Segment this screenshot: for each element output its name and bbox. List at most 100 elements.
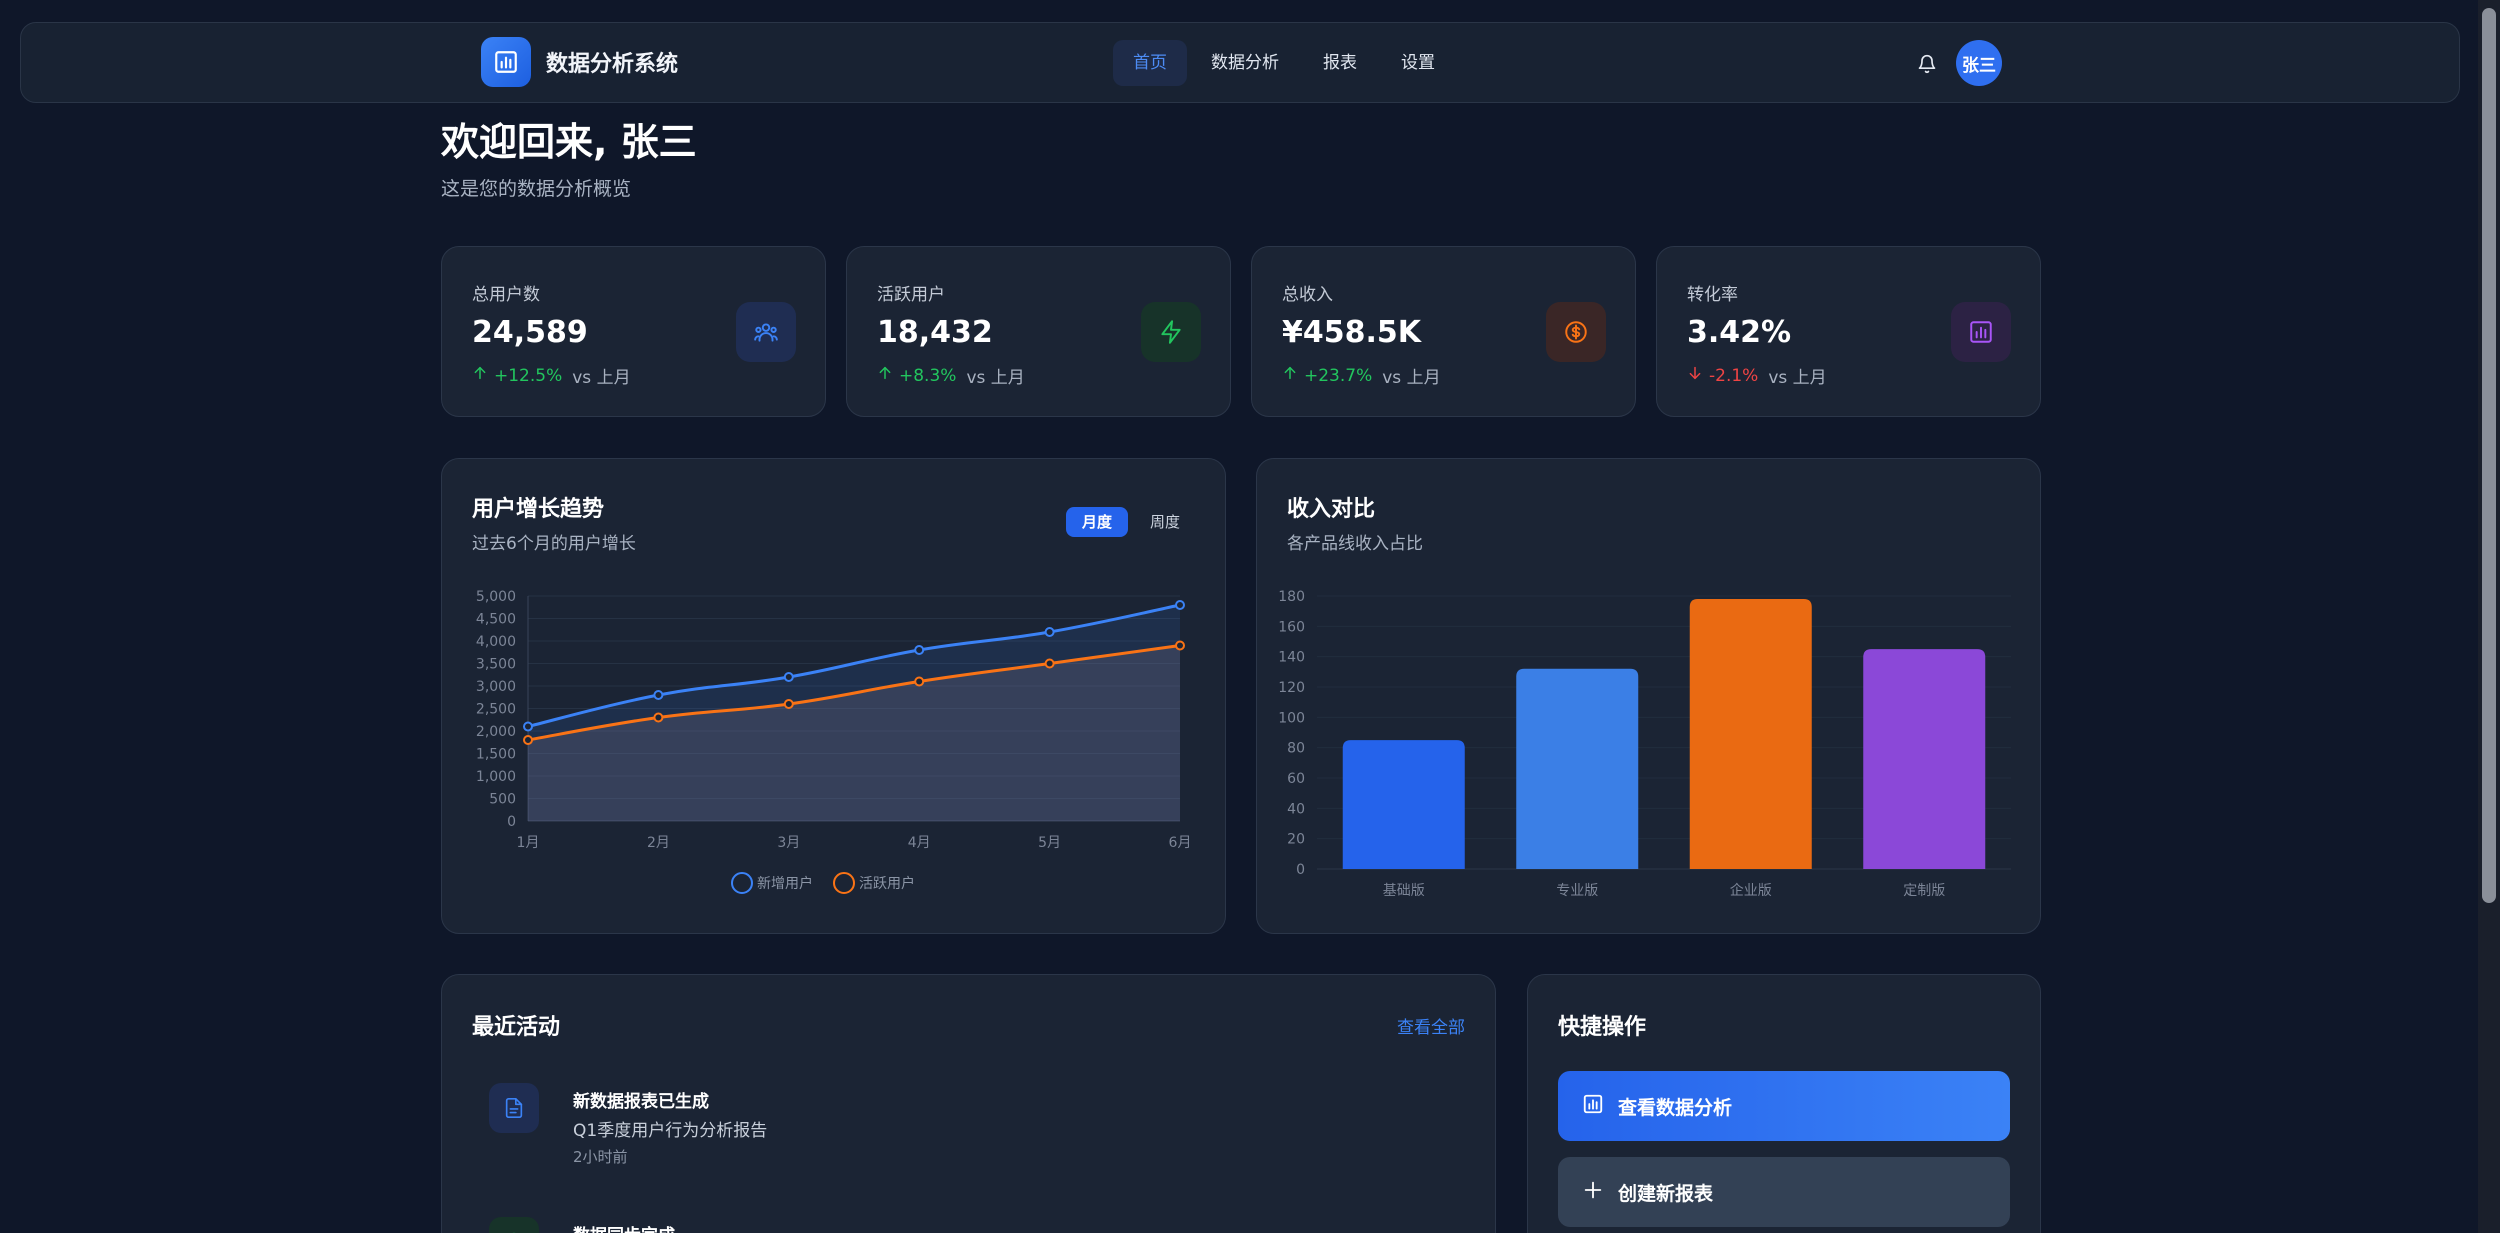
bar-chart-logo-icon [481,37,531,87]
scrollbar-thumb[interactable] [2482,8,2496,903]
bar [1863,649,1986,869]
page-scrollbar[interactable] [2478,0,2500,1233]
series-line [527,603,1181,728]
data-point [1175,600,1185,610]
brand[interactable]: 数据分析系统 [481,37,678,87]
stat-compare: vs 上月 [1768,368,1827,388]
stat-card-total-users: 总用户数 24,589 +12.5% vs 上月 [441,246,826,417]
stat-card-conversion: 转化率 3.42% -2.1% vs 上月 [1656,246,2041,417]
data-point [523,735,533,745]
data-point [914,676,925,687]
main-nav: 首页 数据分析 报表 设置 [1113,40,1459,86]
brand-name: 数据分析系统 [546,52,679,77]
data-point [783,699,794,709]
x-tick-label: 定制版 [1903,883,1945,899]
data-point [1044,627,1055,637]
nav-item-analysis[interactable]: 数据分析 [1211,53,1279,73]
y-tick-label: 2,000 [476,724,516,740]
plus-icon [1582,1179,1604,1206]
y-tick-label: 1,500 [476,747,516,763]
revenue-bar-chart: 0 20 40 60 80 100 120 140 160 180 基础版 专业版 企业版 定制版 [1278,589,2011,899]
welcome-section: 欢迎回来, 张三 这是您的数据分析概览 [441,118,697,201]
revenue-compare-card: 收入对比 各产品线收入占比 0 20 40 60 80 100 120 140 160 180 基础… [1256,458,2041,934]
stat-label: 转化率 [1687,285,1738,305]
y-tick-label: 2,500 [476,702,516,718]
bar-chart-icon [1582,1093,1604,1120]
quick-actions-card: 快捷操作 查看数据分析 创建新报表 [1527,974,2041,1233]
stat-card-revenue: 总收入 ¥458.5K +23.7% vs 上月 [1251,246,1636,417]
stat-trend: +12.5% vs 上月 [472,363,631,388]
y-tick-label: 3,500 [476,657,516,673]
series-area [528,645,1180,821]
nav-item-reports[interactable]: 报表 [1323,53,1357,73]
stat-value: 18,432 [877,315,993,350]
activity-item[interactable]: 数据同步完成 [489,1217,1389,1233]
create-report-button[interactable]: 创建新报表 [1558,1157,2010,1227]
x-tick-label: 1月 [517,835,540,851]
dollar-coin-icon [1546,302,1606,362]
document-icon [489,1083,539,1133]
stat-compare: vs 上月 [572,368,631,388]
card-subtitle: 各产品线收入占比 [1287,534,1423,554]
toggle-monthly[interactable]: 月度 [1066,507,1129,537]
stat-trend: +8.3% vs 上月 [877,363,1025,388]
legend-label: 新增用户 [757,875,813,892]
bar-chart-icon [1951,302,2011,362]
user-growth-line-chart: 0 500 1,000 1,500 2,000 2,500 3,000 3,500 4,000 4… [476,589,1191,894]
series-line [527,644,1181,742]
y-tick-label: 0 [1296,862,1305,878]
data-point [653,690,664,700]
button-label: 查看数据分析 [1618,1096,1733,1119]
x-tick-label: 企业版 [1730,882,1772,899]
stat-value: ¥458.5K [1282,315,1422,350]
legend-label: 活跃用户 [859,875,915,892]
sync-icon [489,1217,539,1233]
activity-title: 数据同步完成 [573,1221,675,1233]
series-area [528,605,1180,821]
y-tick-label: 1,000 [476,769,516,785]
data-point [783,672,794,682]
x-tick-label: 专业版 [1556,883,1598,899]
y-tick-label: 40 [1287,801,1305,817]
nav-item-settings[interactable]: 设置 [1401,53,1435,73]
activity-item[interactable]: 新数据报表已生成 Q1季度用户行为分析报告 2小时前 [489,1083,1389,1173]
stat-trend: -2.1% vs 上月 [1687,363,1827,388]
view-all-link[interactable]: 查看全部 [1397,1018,1465,1038]
nav-item-home[interactable]: 首页 [1113,40,1187,86]
data-point [914,645,925,655]
data-point [653,712,664,723]
arrow-up-icon [877,365,893,386]
avatar[interactable]: 张三 [1956,40,2002,86]
y-tick-label: 500 [489,792,516,808]
stat-value: 3.42% [1687,315,1792,350]
stat-change: +12.5% [494,365,563,386]
stat-label: 总用户数 [472,285,540,305]
card-title: 用户增长趋势 [472,497,605,522]
stat-label: 总收入 [1282,285,1333,305]
legend-marker [731,872,753,894]
x-tick-label: 5月 [1038,835,1061,851]
bar [1689,599,1812,869]
card-title: 快捷操作 [1558,1015,1647,1040]
y-tick-label: 180 [1278,589,1305,605]
y-tick-label: 100 [1278,710,1305,726]
x-tick-label: 基础版 [1383,882,1425,899]
y-tick-label: 4,500 [476,612,516,628]
x-tick-label: 3月 [777,835,800,851]
arrow-up-icon [1282,365,1298,386]
y-tick-label: 60 [1287,771,1305,787]
toggle-weekly[interactable]: 周度 [1150,513,1181,531]
view-analysis-button[interactable]: 查看数据分析 [1558,1071,2010,1141]
y-tick-label: 0 [507,814,516,830]
y-tick-label: 160 [1278,619,1305,635]
y-tick-label: 5,000 [476,589,516,605]
activity-title: 新数据报表已生成 [573,1092,709,1112]
recent-activity-card: 最近活动 查看全部 新数据报表已生成 Q1季度用户行为分析报告 2小时前 数据同… [441,974,1496,1233]
data-point [1044,658,1055,669]
arrow-down-icon [1687,365,1703,386]
bell-icon[interactable] [1911,48,1943,80]
stat-card-active-users: 活跃用户 18,432 +8.3% vs 上月 [846,246,1231,417]
stat-trend: +23.7% vs 上月 [1282,363,1441,388]
data-point [1175,640,1185,651]
top-nav-bar: 数据分析系统 首页 数据分析 报表 设置 张三 [20,22,2460,103]
